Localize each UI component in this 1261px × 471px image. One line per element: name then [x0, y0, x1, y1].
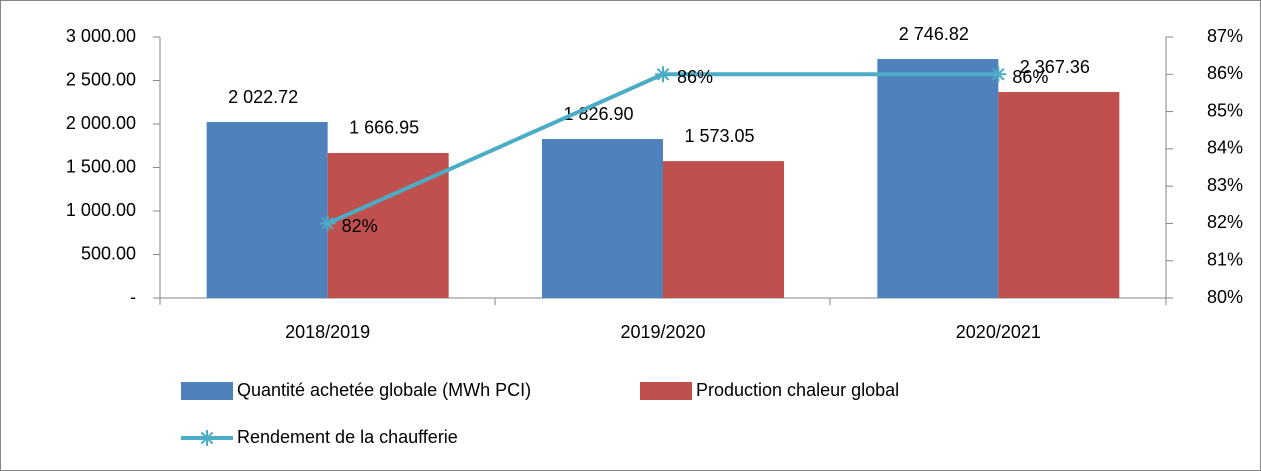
y2-tick-label: 84%: [1207, 138, 1243, 158]
x-tick-label: 2019/2020: [620, 322, 705, 342]
legend-label: Rendement de la chaufferie: [237, 427, 458, 447]
line-marker: [319, 215, 336, 232]
bar: [542, 139, 663, 298]
y-tick-label: -: [130, 287, 136, 307]
bar-value-label: 1 666.95: [349, 118, 419, 138]
line-value-label: 86%: [1012, 67, 1048, 87]
y2-tick-label: 87%: [1207, 26, 1243, 46]
y2-tick-label: 86%: [1207, 63, 1243, 83]
bar: [206, 122, 328, 298]
line-marker: [990, 66, 1007, 83]
legend-label: Quantité achetée globale (MWh PCI): [237, 380, 531, 400]
legend-swatch: [181, 382, 233, 400]
y-tick-label: 2 000.00: [66, 113, 136, 133]
y-tick-label: 1 500.00: [66, 156, 136, 176]
legend-label: Production chaleur global: [696, 380, 899, 400]
bar-value-label: 2 367.36: [1020, 57, 1090, 77]
bar: [998, 92, 1120, 299]
y2-tick-label: 85%: [1207, 100, 1243, 120]
line-marker: [655, 66, 671, 83]
legend-swatch: [640, 382, 692, 400]
bar: [663, 161, 784, 298]
x-tick-label: 2018/2019: [285, 322, 370, 342]
y2-tick-label: 80%: [1207, 287, 1243, 307]
y-tick-label: 1 000.00: [66, 200, 136, 220]
y2-tick-label: 82%: [1207, 212, 1243, 232]
y2-tick-label: 81%: [1207, 249, 1243, 269]
bar-value-label: 1 573.05: [684, 126, 754, 146]
y-tick-label: 500.00: [81, 243, 136, 263]
x-tick-label: 2020/2021: [956, 322, 1041, 342]
line-value-label: 82%: [342, 216, 378, 236]
line-value-label: 86%: [677, 67, 713, 87]
y2-tick-label: 83%: [1207, 175, 1243, 195]
y-tick-label: 3 000.00: [66, 26, 136, 46]
legend-marker: [199, 430, 215, 446]
bar: [877, 59, 999, 299]
y-tick-label: 2 500.00: [66, 69, 136, 89]
bar-value-label: 2 746.82: [899, 24, 969, 44]
bar-value-label: 2 022.72: [228, 87, 298, 107]
